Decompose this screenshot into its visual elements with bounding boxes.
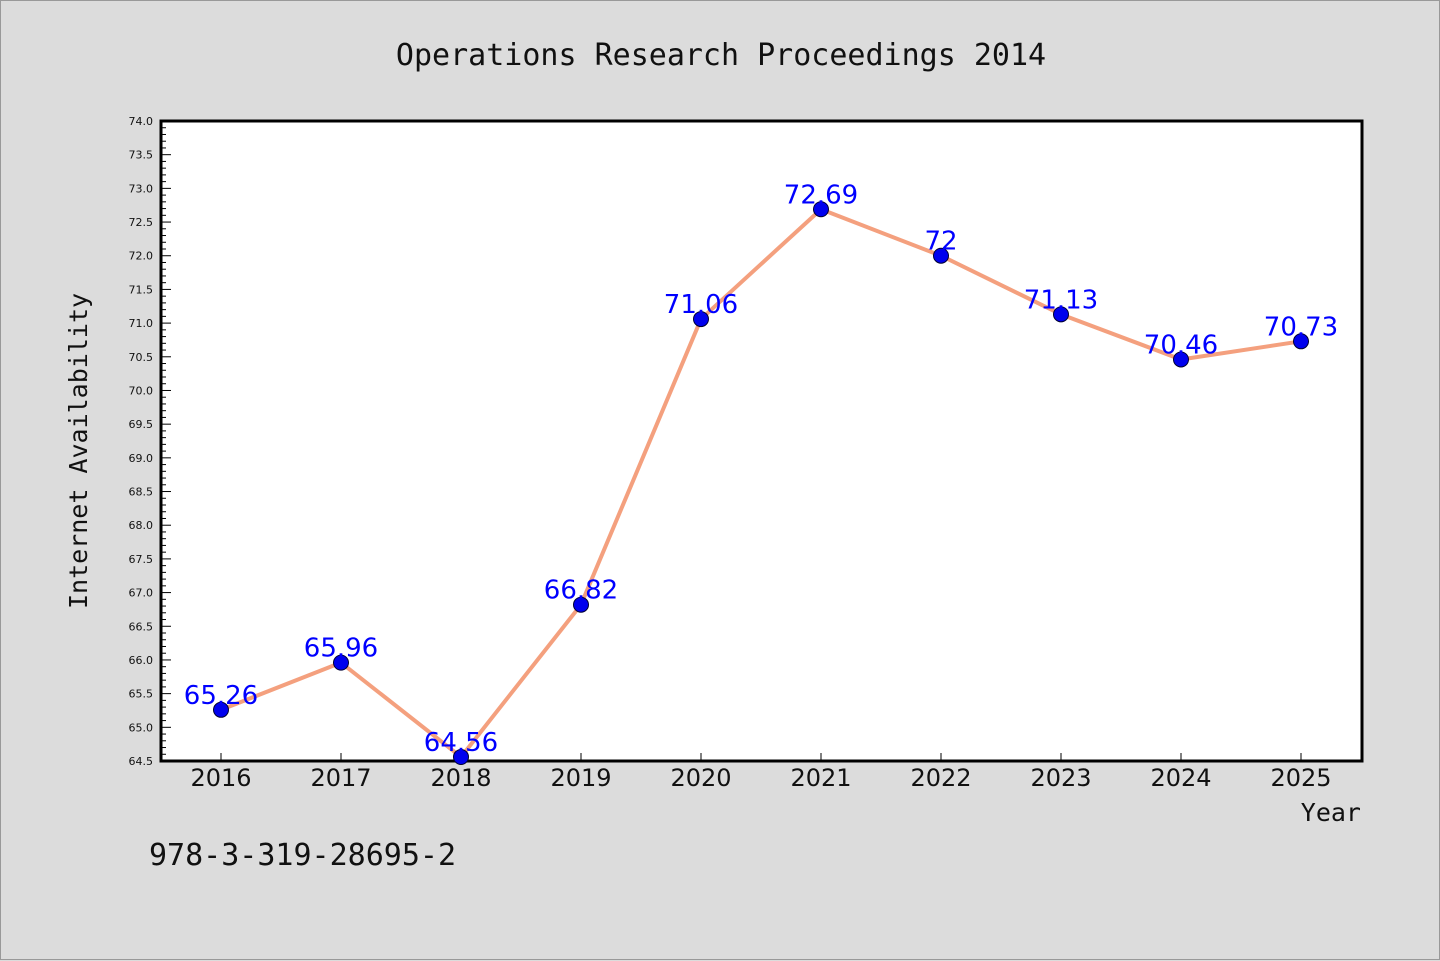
data-point	[213, 701, 229, 718]
y-tick-label: 72.0	[129, 250, 154, 263]
x-tick-label: 2022	[910, 764, 971, 792]
y-axis: 64.5 65.0 65.5 66.0 66.5 67.0 67.5 68.0 68.5 69.0…	[129, 115, 171, 768]
data-point	[333, 654, 349, 671]
data-point	[453, 748, 469, 765]
y-tick-label: 72.5	[129, 216, 154, 229]
y-tick-label: 64.5	[129, 755, 154, 768]
y-tick-label: 71.0	[129, 317, 154, 330]
x-tick-label: 2020	[670, 764, 731, 792]
x-tick-label: 2025	[1270, 764, 1331, 792]
data-label: 66.82	[544, 576, 618, 606]
data-point	[933, 247, 949, 264]
data-label: 65.96	[304, 634, 378, 664]
chart-title: Operations Research Proceedings 2014	[396, 38, 1046, 73]
y-tick-label: 68.5	[129, 486, 154, 499]
plot-area	[159, 119, 1364, 763]
data-label: 72	[924, 227, 957, 257]
data-label: 70.46	[1144, 330, 1218, 360]
y-tick-label: 65.5	[129, 688, 154, 701]
y-tick-label: 70.5	[129, 351, 154, 364]
data-label: 70.73	[1264, 312, 1338, 342]
series-markers	[213, 201, 1309, 765]
y-tick-label: 67.0	[129, 587, 154, 600]
y-tick-label: 70.0	[129, 384, 154, 397]
x-tick-label: 2018	[430, 764, 491, 792]
y-axis-label: Internet Availability	[64, 293, 93, 609]
data-label: 72.69	[784, 180, 858, 210]
data-point	[573, 596, 589, 613]
y-tick-label: 66.0	[129, 654, 154, 667]
x-tick-label: 2021	[790, 764, 851, 792]
x-tick-label: 2019	[550, 764, 611, 792]
y-tick-label: 66.5	[129, 620, 154, 633]
y-tick-label: 71.5	[129, 283, 154, 296]
data-point	[1173, 351, 1189, 368]
y-tick-label: 69.5	[129, 418, 154, 431]
x-axis-label: Year	[1301, 798, 1361, 827]
data-label: 71.13	[1024, 285, 1098, 315]
y-tick-label: 65.0	[129, 721, 154, 734]
isbn-footer: 978-3-319-28695-2	[149, 838, 456, 873]
data-label: 64.56	[424, 728, 498, 758]
data-label: 71.06	[664, 290, 738, 320]
y-tick-label: 74.0	[129, 115, 154, 128]
y-tick-label: 73.0	[129, 182, 154, 195]
x-tick-label: 2016	[190, 764, 251, 792]
y-tick-label: 68.0	[129, 519, 154, 532]
x-tick-label: 2023	[1030, 764, 1091, 792]
x-tick-label: 2017	[310, 764, 371, 792]
data-point	[1053, 306, 1069, 323]
x-tick-label: 2024	[1150, 764, 1211, 792]
y-tick-label: 67.5	[129, 553, 154, 566]
series-line	[220, 207, 1302, 759]
data-point	[693, 311, 709, 328]
data-point	[813, 201, 829, 218]
data-label: 65.26	[184, 681, 258, 711]
x-axis: 2016 2017 2018 2019 2020 2021 2022 2023 2024 2025	[190, 753, 1332, 792]
y-tick-label: 73.5	[129, 149, 154, 162]
data-point	[1293, 333, 1309, 350]
data-labels: 65.26 65.96 64.56 66.82 71.06 72.69 72 71.13 70.…	[184, 180, 1338, 758]
y-tick-label: 69.0	[129, 452, 154, 465]
